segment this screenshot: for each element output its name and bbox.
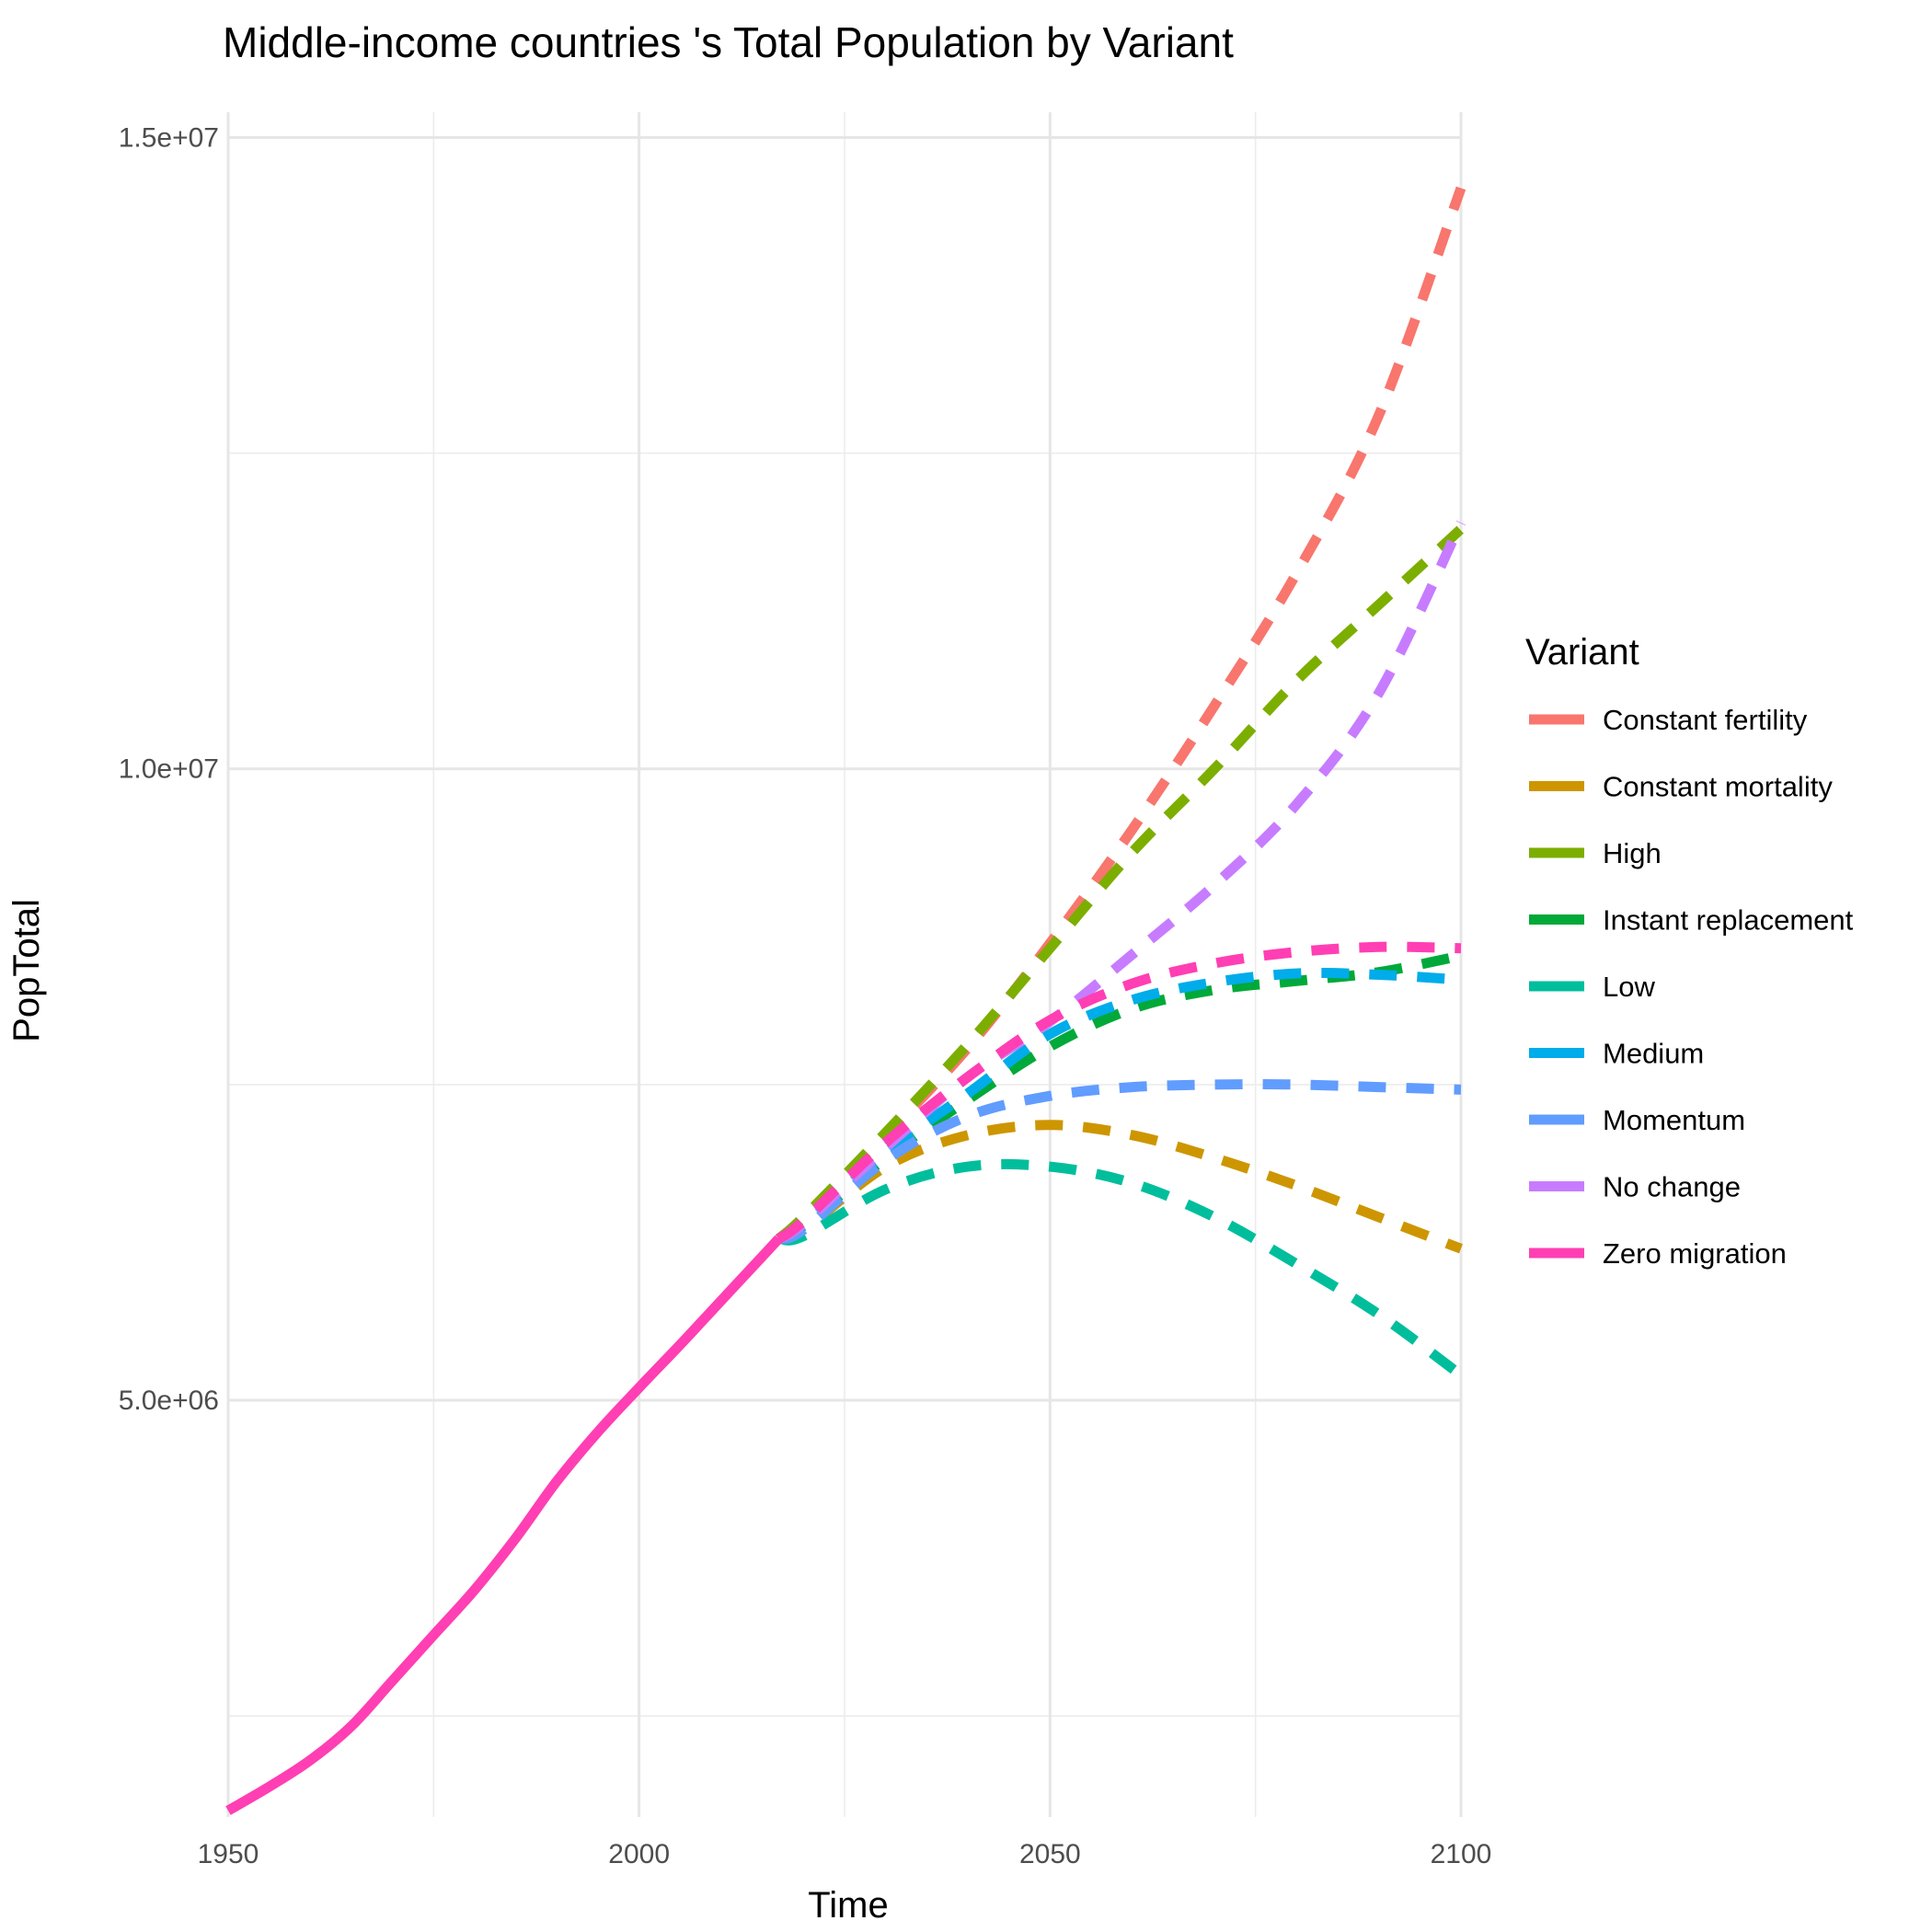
legend-title: Variant (1525, 632, 1639, 673)
x-axis-ticks: 1950 2000 2050 2100 (198, 1839, 1492, 1869)
series-line (776, 1079, 1462, 1244)
legend: Variant Constant fertility Constant morta… (1525, 632, 1854, 1270)
x-tick-label: 2050 (1019, 1839, 1081, 1869)
legend-label: High (1603, 837, 1662, 869)
series-line (775, 524, 1465, 1243)
series-line (776, 941, 1462, 1244)
y-tick-label: 1.5e+07 (119, 122, 219, 153)
y-axis-title: PopTotal (6, 899, 47, 1042)
series-layer (225, 186, 1466, 1815)
legend-label: Constant fertility (1603, 704, 1808, 736)
y-tick-label: 1.0e+07 (119, 754, 219, 785)
x-axis-title: Time (808, 1885, 888, 1926)
x-tick-label: 1950 (198, 1839, 259, 1869)
legend-label: Momentum (1603, 1104, 1745, 1136)
series-line (776, 968, 1462, 1244)
legend-label: Zero migration (1603, 1237, 1787, 1270)
legend-label: Medium (1603, 1038, 1704, 1070)
x-tick-label: 2000 (608, 1839, 670, 1869)
historical-line (225, 1235, 783, 1815)
legend-label: No change (1603, 1171, 1741, 1203)
legend-label: Low (1603, 971, 1655, 1003)
legend-label: Instant replacement (1603, 904, 1854, 937)
y-tick-label: 5.0e+06 (119, 1386, 219, 1416)
series-line (777, 1158, 1465, 1380)
series-line (776, 1120, 1463, 1254)
legend-label: Constant mortality (1603, 771, 1833, 803)
y-axis-ticks: 5.0e+06 1.0e+07 1.5e+07 (119, 122, 219, 1416)
grid (226, 112, 1463, 1817)
x-tick-label: 2100 (1431, 1839, 1492, 1869)
chart-title: Middle-income countries 's Total Populat… (223, 18, 1234, 66)
series-line (775, 186, 1466, 1243)
